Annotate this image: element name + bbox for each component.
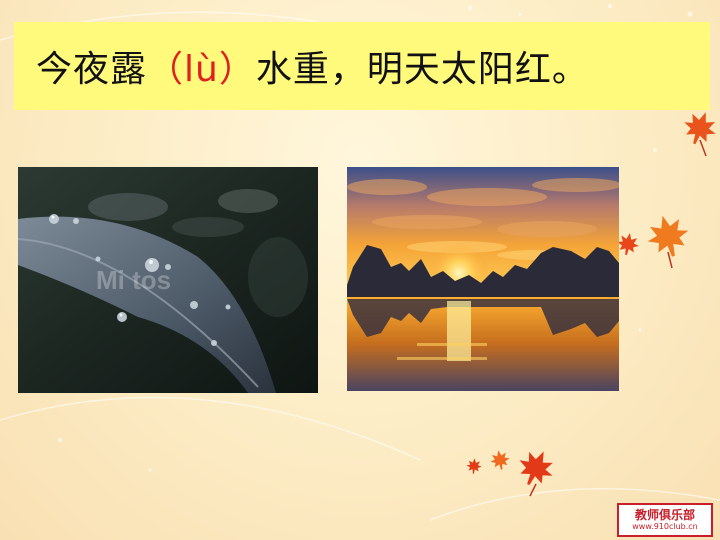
maple-leaf-icon bbox=[511, 443, 561, 493]
logo-url: www.910club.cn bbox=[632, 522, 698, 531]
maple-leaf-icon bbox=[678, 106, 720, 150]
photo-watermark: Mi tos bbox=[96, 265, 172, 295]
title-banner: 今夜露 （lù） 水重，明天太阳红。 bbox=[14, 22, 710, 110]
dewdrop-leaf-photo: Mi tos bbox=[18, 167, 318, 393]
maple-leaf-icon bbox=[488, 448, 512, 472]
sunrise-river-photo bbox=[347, 167, 619, 391]
title-pinyin: （lù） bbox=[147, 49, 256, 90]
title-text-before: 今夜露 bbox=[36, 49, 148, 90]
club-logo: 教师俱乐部 www.910club.cn bbox=[617, 503, 713, 537]
sunrise-river-image bbox=[347, 167, 619, 391]
maple-leaf-icon bbox=[642, 210, 694, 262]
title-text-after: 水重，明天太阳红。 bbox=[255, 49, 589, 90]
logo-name: 教师俱乐部 bbox=[634, 508, 695, 522]
maple-leaf-icon bbox=[465, 457, 483, 475]
dewdrop-leaf-image bbox=[18, 167, 318, 393]
